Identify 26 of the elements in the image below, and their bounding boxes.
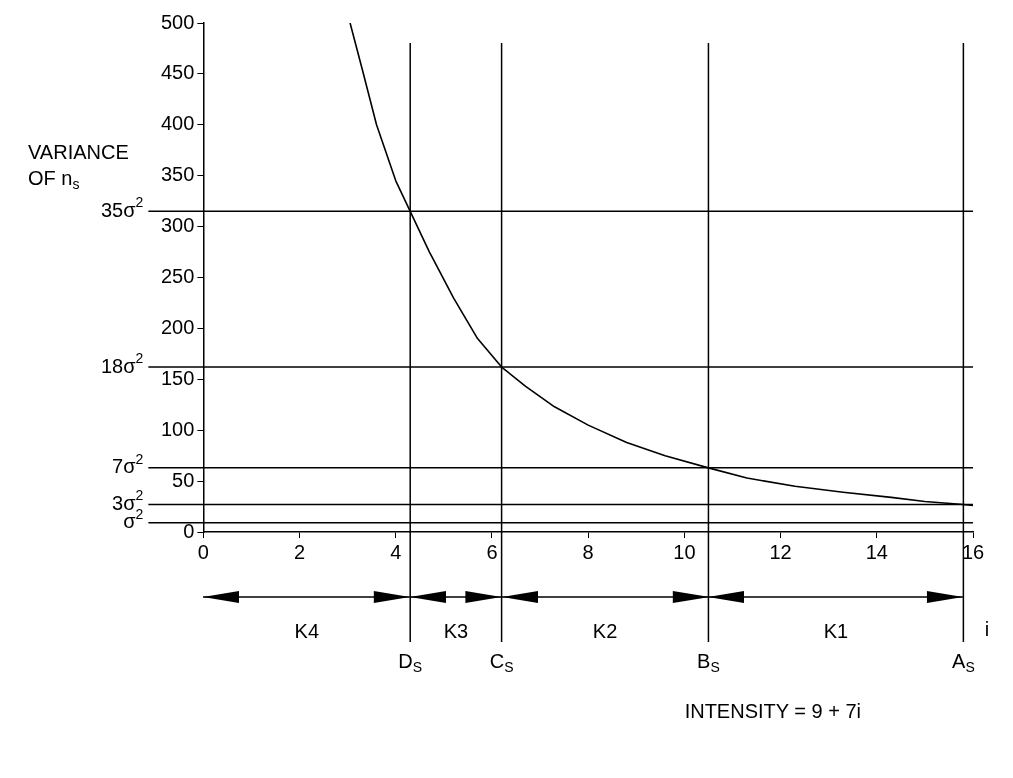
y-tick-label: 150	[160, 366, 195, 389]
y-tick-label: 300	[160, 214, 195, 237]
text: INTENSITY = 9 + 7i	[684, 699, 862, 722]
x-tick-label: 16	[961, 540, 985, 563]
x-tick-label: 4	[390, 540, 402, 563]
x-tick-label: 6	[486, 540, 498, 563]
y-tick-label: 400	[160, 112, 195, 135]
text: K3	[443, 619, 469, 642]
x-tick-label: 8	[582, 540, 594, 563]
text: K4	[294, 619, 320, 642]
y-tick-label: 100	[160, 417, 195, 440]
y-tick-label: 200	[160, 315, 195, 338]
y-tick-label: 0	[183, 519, 195, 542]
y-tick-label: 350	[160, 163, 195, 186]
y-tick-label: 450	[160, 61, 195, 84]
y-tick-label: 50	[172, 468, 195, 491]
x-axis-title: i	[984, 617, 990, 640]
x-tick-label: 12	[769, 540, 792, 563]
x-tick-label: 0	[197, 540, 209, 563]
text: K2	[592, 619, 618, 642]
text: K1	[823, 619, 849, 642]
x-tick-label: 14	[865, 540, 888, 563]
y-tick-label: 500	[160, 10, 195, 33]
y-tick-label: 250	[160, 265, 195, 288]
x-tick-label: 10	[673, 540, 696, 563]
x-tick-label: 2	[294, 540, 306, 563]
